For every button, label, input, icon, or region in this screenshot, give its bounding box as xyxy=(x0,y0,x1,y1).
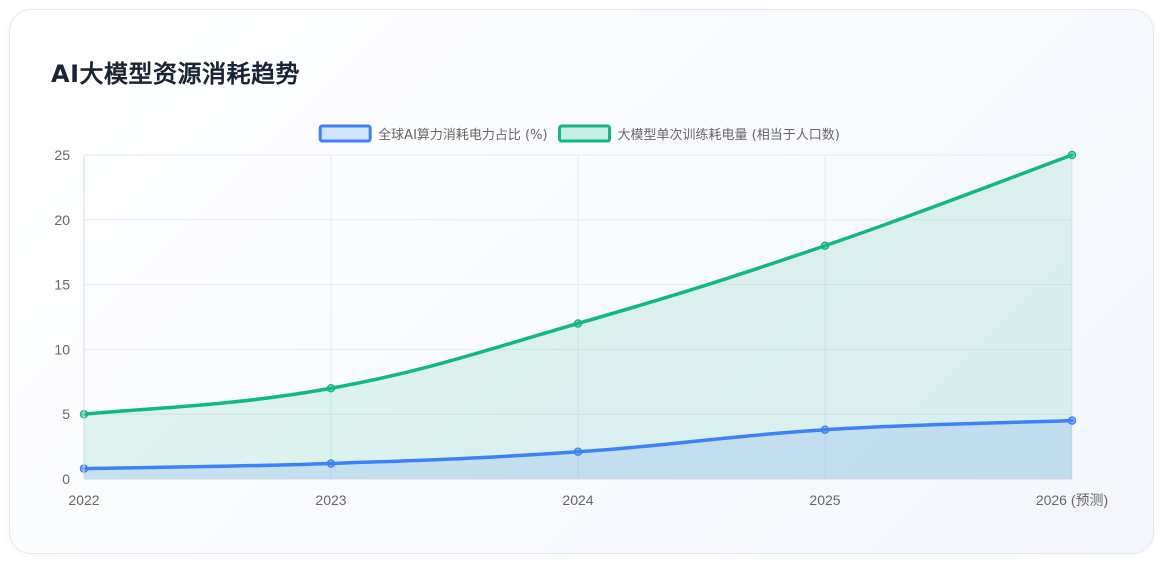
data-point[interactable] xyxy=(326,459,336,468)
y-tick-label: 25 xyxy=(54,147,70,163)
y-tick-label: 20 xyxy=(54,212,70,228)
y-tick-label: 10 xyxy=(54,341,70,357)
x-tick-label: 2022 xyxy=(68,492,99,508)
series-line-0 xyxy=(82,418,1074,471)
chart-card: AI大模型资源消耗趋势 xyxy=(9,9,1154,554)
x-tick-label: 2025 xyxy=(809,492,840,508)
y-tick-label: 0 xyxy=(62,471,70,487)
legend-item-1[interactable]: 大模型单次训练耗电量 (相当于人口数) xyxy=(558,124,840,143)
legend: 全球AI算力消耗电力占比 (%) 大模型单次训练耗电量 (相当于人口数) xyxy=(318,124,840,143)
legend-swatch xyxy=(318,124,372,143)
series-line-1 xyxy=(82,153,1074,416)
y-tick-label: 5 xyxy=(62,406,70,422)
x-tick-label: 2023 xyxy=(315,492,346,508)
legend-label: 全球AI算力消耗电力占比 (%) xyxy=(378,127,547,143)
data-point[interactable] xyxy=(1067,416,1077,425)
chart-title: AI大模型资源消耗趋势 xyxy=(51,60,301,88)
data-point[interactable] xyxy=(820,241,830,250)
data-point[interactable] xyxy=(1067,150,1077,160)
data-point[interactable] xyxy=(820,425,830,435)
x-tick-label: 2026 (预测) xyxy=(1036,492,1108,508)
legend-label: 大模型单次训练耗电量 (相当于人口数) xyxy=(618,127,840,143)
data-point[interactable] xyxy=(326,384,336,393)
data-point[interactable] xyxy=(573,447,583,457)
legend-item-0[interactable]: 全球AI算力消耗电力占比 (%) xyxy=(318,124,548,143)
x-tick-label: 2024 xyxy=(562,492,593,508)
data-point[interactable] xyxy=(573,319,583,328)
line-layer xyxy=(82,153,1074,471)
series-area-1 xyxy=(84,155,1072,479)
y-tick-label: 15 xyxy=(54,277,70,293)
legend-swatch xyxy=(558,124,612,143)
